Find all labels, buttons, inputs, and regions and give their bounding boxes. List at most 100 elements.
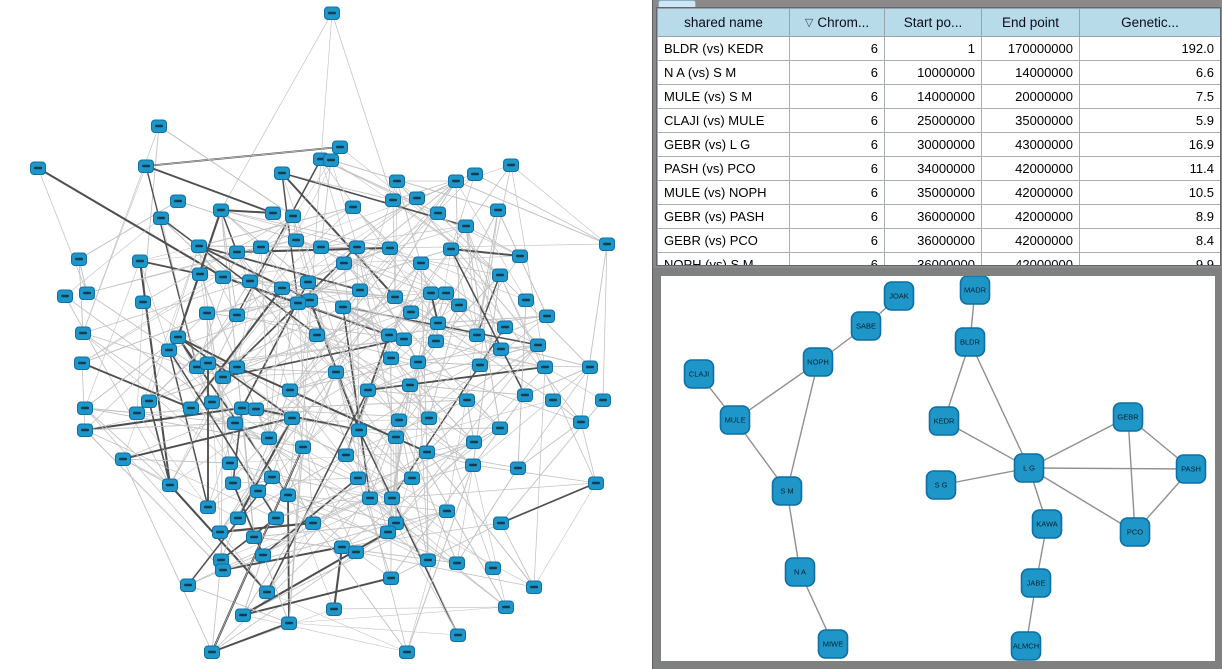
graph-node[interactable] bbox=[229, 360, 245, 374]
graph-node[interactable] bbox=[170, 194, 186, 208]
graph-node[interactable] bbox=[458, 219, 474, 233]
small-graph-node[interactable]: CLAJI bbox=[683, 359, 715, 389]
table-cell[interactable]: 6 bbox=[789, 204, 885, 229]
graph-node[interactable] bbox=[295, 440, 311, 454]
graph-node[interactable] bbox=[512, 249, 528, 263]
graph-node[interactable] bbox=[183, 401, 199, 415]
graph-node[interactable] bbox=[573, 415, 589, 429]
graph-node[interactable] bbox=[162, 478, 178, 492]
graph-node[interactable] bbox=[334, 540, 350, 554]
small-graph-node-shape[interactable] bbox=[1010, 631, 1042, 661]
graph-node[interactable] bbox=[215, 370, 231, 384]
graph-node[interactable] bbox=[230, 511, 246, 525]
small-graph-node-shape[interactable] bbox=[1031, 509, 1063, 539]
table-cell[interactable]: 6 bbox=[789, 156, 885, 181]
small-graph-node-shape[interactable] bbox=[784, 557, 816, 587]
column-header-end-point[interactable]: End point bbox=[981, 8, 1080, 37]
graph-node[interactable] bbox=[349, 240, 365, 254]
small-graph-node[interactable]: SABE bbox=[850, 311, 882, 341]
graph-node[interactable] bbox=[545, 393, 561, 407]
small-graph-node[interactable]: KAWA bbox=[1031, 509, 1063, 539]
graph-node[interactable] bbox=[448, 174, 464, 188]
table-cell[interactable]: GEBR (vs) PCO bbox=[657, 228, 790, 253]
graph-node[interactable] bbox=[403, 305, 419, 319]
graph-node[interactable] bbox=[510, 461, 526, 475]
graph-node[interactable] bbox=[248, 402, 264, 416]
graph-node[interactable] bbox=[71, 252, 87, 266]
graph-node[interactable] bbox=[385, 193, 401, 207]
table-cell[interactable]: GEBR (vs) PASH bbox=[657, 204, 790, 229]
small-graph-node[interactable]: NOPH bbox=[802, 347, 834, 377]
table-cell[interactable]: BLDR (vs) KEDR bbox=[657, 36, 790, 61]
graph-node[interactable] bbox=[451, 298, 467, 312]
small-graph-node[interactable]: S M bbox=[771, 476, 803, 506]
graph-node[interactable] bbox=[264, 470, 280, 484]
graph-node[interactable] bbox=[285, 209, 301, 223]
table-cell[interactable]: 1 bbox=[884, 36, 982, 61]
table-cell[interactable]: 6 bbox=[789, 180, 885, 205]
graph-node[interactable] bbox=[229, 308, 245, 322]
small-graph-node[interactable]: MULE bbox=[719, 405, 751, 435]
table-cell[interactable]: 35000000 bbox=[981, 108, 1080, 133]
small-graph-node[interactable]: N A bbox=[784, 557, 816, 587]
graph-node[interactable] bbox=[443, 242, 459, 256]
table-row[interactable]: GEBR (vs) PASH 6 36000000 42000000 8.9 bbox=[657, 204, 1220, 229]
table-cell[interactable]: 192.0 bbox=[1079, 36, 1220, 61]
filter-icon[interactable]: ▽ bbox=[804, 17, 814, 29]
graph-node[interactable] bbox=[227, 416, 243, 430]
graph-node[interactable] bbox=[253, 240, 269, 254]
graph-node[interactable] bbox=[351, 423, 367, 437]
graph-node[interactable] bbox=[75, 326, 91, 340]
graph-node[interactable] bbox=[259, 585, 275, 599]
small-graph-node-shape[interactable] bbox=[1020, 568, 1052, 598]
table-cell[interactable]: 42000000 bbox=[981, 204, 1080, 229]
small-graph-node[interactable]: GEBR bbox=[1112, 402, 1144, 432]
graph-node[interactable] bbox=[423, 286, 439, 300]
large-network-panel[interactable] bbox=[0, 0, 652, 669]
graph-node[interactable] bbox=[212, 525, 228, 539]
graph-node[interactable] bbox=[309, 328, 325, 342]
table-cell[interactable]: 42000000 bbox=[981, 180, 1080, 205]
graph-node[interactable] bbox=[242, 274, 258, 288]
small-graph-node-shape[interactable] bbox=[771, 476, 803, 506]
graph-node[interactable] bbox=[467, 167, 483, 181]
small-graph-node[interactable]: S G bbox=[925, 470, 957, 500]
graph-node[interactable] bbox=[274, 281, 290, 295]
graph-node[interactable] bbox=[282, 383, 298, 397]
table-cell[interactable]: 6 bbox=[789, 60, 885, 85]
graph-node[interactable] bbox=[450, 628, 466, 642]
table-cell[interactable]: 30000000 bbox=[884, 132, 982, 157]
graph-node[interactable] bbox=[57, 289, 73, 303]
graph-node[interactable] bbox=[492, 421, 508, 435]
small-graph-node-shape[interactable] bbox=[1119, 517, 1151, 547]
graph-node[interactable] bbox=[265, 206, 281, 220]
table-row[interactable]: GEBR (vs) L G 6 30000000 43000000 16.9 bbox=[657, 132, 1220, 157]
table-row[interactable]: N A (vs) S M 6 10000000 14000000 6.6 bbox=[657, 60, 1220, 85]
graph-node[interactable] bbox=[384, 491, 400, 505]
table-row[interactable]: PASH (vs) PCO 6 34000000 42000000 11.4 bbox=[657, 156, 1220, 181]
table-cell[interactable]: 14000000 bbox=[981, 60, 1080, 85]
small-graph-node-shape[interactable] bbox=[802, 347, 834, 377]
graph-node[interactable] bbox=[410, 355, 426, 369]
graph-node[interactable] bbox=[234, 401, 250, 415]
table-cell[interactable]: 34000000 bbox=[884, 156, 982, 181]
graph-node[interactable] bbox=[132, 254, 148, 268]
graph-node[interactable] bbox=[180, 578, 196, 592]
graph-node[interactable] bbox=[381, 328, 397, 342]
graph-node[interactable] bbox=[255, 548, 271, 562]
table-cell[interactable]: 5.9 bbox=[1079, 108, 1220, 133]
table-cell[interactable]: 36000000 bbox=[884, 252, 982, 265]
graph-node[interactable] bbox=[430, 316, 446, 330]
table-cell[interactable]: MULE (vs) S M bbox=[657, 84, 790, 109]
graph-node[interactable] bbox=[215, 270, 231, 284]
table-cell[interactable]: CLAJI (vs) MULE bbox=[657, 108, 790, 133]
small-graph-node-shape[interactable] bbox=[959, 276, 991, 305]
table-row[interactable]: MULE (vs) NOPH 6 35000000 42000000 10.5 bbox=[657, 180, 1220, 205]
small-graph-node-shape[interactable] bbox=[928, 406, 960, 436]
graph-node[interactable] bbox=[213, 203, 229, 217]
table-cell[interactable]: 36000000 bbox=[884, 228, 982, 253]
table-cell[interactable]: 20000000 bbox=[981, 84, 1080, 109]
graph-node[interactable] bbox=[288, 233, 304, 247]
graph-node[interactable] bbox=[352, 283, 368, 297]
table-cell[interactable]: 14000000 bbox=[884, 84, 982, 109]
